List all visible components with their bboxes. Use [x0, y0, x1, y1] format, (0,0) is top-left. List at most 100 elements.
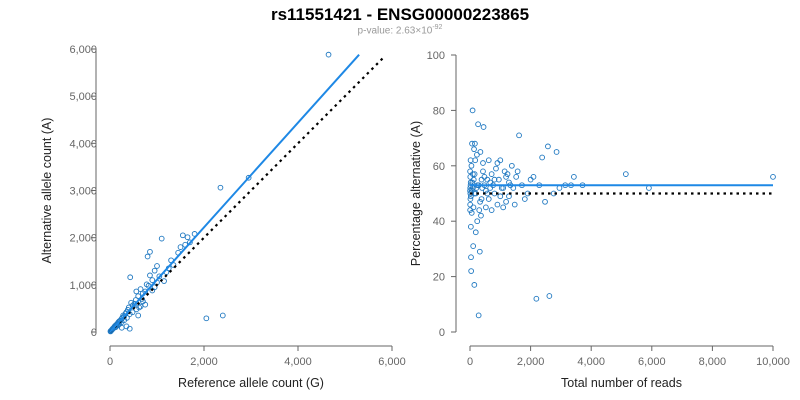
data-point	[467, 196, 474, 202]
data-point	[126, 325, 133, 332]
data-point	[470, 243, 477, 249]
data-point	[128, 299, 135, 306]
data-point	[506, 193, 512, 200]
x-tick-label: 0	[107, 356, 113, 368]
data-point	[469, 107, 476, 114]
data-point	[123, 323, 130, 330]
data-point	[474, 151, 480, 158]
data-point	[546, 293, 553, 299]
data-point	[467, 168, 473, 175]
data-point	[646, 185, 652, 191]
x-axis-label: Reference allele count (G)	[178, 376, 324, 390]
data-point	[472, 140, 478, 147]
data-point	[494, 201, 501, 208]
data-point	[151, 267, 158, 274]
data-point	[503, 174, 509, 180]
x-tick-label: 0	[467, 356, 473, 368]
data-point	[137, 303, 144, 310]
data-point	[468, 223, 474, 230]
data-point	[147, 272, 153, 279]
data-point	[136, 304, 142, 311]
y-tick-label: 4,000	[69, 138, 97, 150]
data-point	[494, 160, 501, 166]
data-point	[496, 176, 502, 183]
data-point	[468, 254, 474, 261]
x-tick-label: 10,000	[756, 356, 790, 368]
y-tick-label: 5,000	[69, 91, 97, 103]
data-point	[527, 176, 534, 183]
data-point	[530, 174, 537, 180]
data-point	[501, 168, 508, 175]
data-point	[545, 143, 551, 150]
data-point	[158, 235, 165, 242]
y-tick-label: 80	[433, 105, 445, 117]
data-point	[487, 179, 494, 186]
data-point	[154, 263, 160, 269]
data-point	[483, 187, 489, 194]
data-point	[485, 196, 492, 202]
data-point	[219, 312, 226, 319]
y-tick-label: 20	[433, 272, 445, 284]
data-point	[127, 274, 134, 281]
data-point	[481, 174, 488, 180]
data-point	[477, 198, 483, 205]
data-point	[161, 278, 167, 284]
data-point	[107, 328, 114, 335]
data-point	[478, 212, 484, 219]
fit-line	[109, 53, 360, 333]
data-point	[480, 124, 487, 130]
x-tick-label: 6,000	[378, 356, 406, 368]
x-tick-label: 2,000	[190, 356, 218, 368]
data-point	[245, 174, 252, 181]
data-point	[488, 171, 495, 177]
data-point	[468, 162, 475, 169]
data-point	[147, 248, 153, 255]
data-point	[467, 190, 474, 197]
data-point	[143, 281, 150, 288]
y-tick-label: 60	[433, 161, 445, 173]
data-point	[149, 277, 156, 283]
data-point	[497, 157, 504, 164]
data-point	[476, 207, 483, 213]
y-tick-label: 1,000	[69, 280, 97, 292]
data-point	[770, 174, 776, 180]
data-point	[137, 286, 144, 292]
data-point	[184, 234, 191, 241]
data-point	[476, 248, 483, 255]
data-point	[467, 157, 474, 164]
data-point	[493, 165, 499, 172]
x-tick-label: 4,000	[577, 356, 605, 368]
x-axis-label: Total number of reads	[561, 376, 682, 390]
data-point	[135, 312, 142, 319]
data-point	[533, 295, 540, 302]
y-tick-label: 6,000	[69, 44, 97, 56]
data-point	[133, 288, 140, 295]
data-point	[471, 282, 478, 288]
data-point	[468, 268, 475, 274]
data-point	[144, 253, 151, 260]
panel-2: 0 2,000 4,000 6,000 8,000 10,000 0 20 40 60 80 100 T…	[409, 50, 790, 390]
data-point	[484, 176, 491, 183]
data-point	[471, 171, 478, 177]
data-point	[491, 176, 498, 183]
data-point	[485, 157, 492, 164]
data-point	[556, 185, 563, 191]
data-point	[478, 176, 485, 183]
data-point	[187, 239, 193, 246]
p-value-text: p-value: 2.63×10	[357, 25, 433, 37]
data-point	[622, 171, 629, 177]
data-point	[467, 207, 473, 213]
data-point	[500, 204, 507, 211]
data-point	[480, 160, 486, 166]
data-point	[325, 51, 332, 58]
data-point	[516, 132, 522, 139]
data-point	[467, 201, 474, 208]
data-point	[468, 210, 475, 216]
data-point	[478, 196, 485, 202]
data-point	[472, 229, 479, 236]
data-point	[521, 196, 528, 202]
y-axis-label: Percentage alternative (A)	[409, 121, 423, 266]
data-point	[477, 149, 484, 155]
x-tick-label: 2,000	[517, 356, 545, 368]
data-point	[475, 121, 481, 128]
